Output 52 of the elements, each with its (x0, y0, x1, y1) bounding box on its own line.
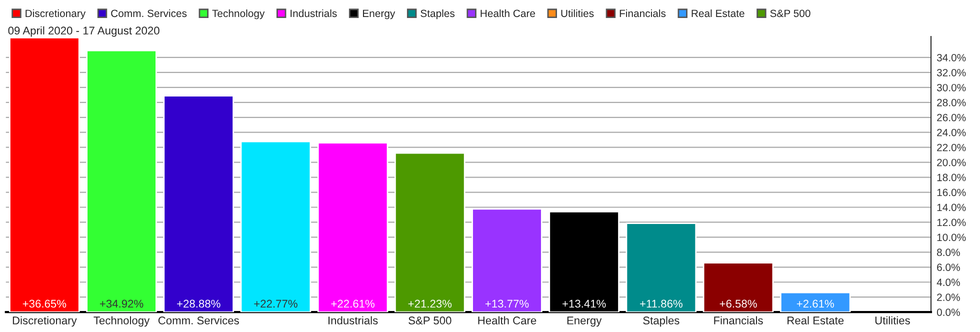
y-tick-label: 0.0% (936, 308, 960, 316)
x-tick-label: Technology (94, 316, 150, 327)
y-tick-label: 26.0% (937, 114, 966, 122)
x-tick-label: Financials (714, 316, 763, 324)
legend-label: Utilities (561, 9, 594, 18)
y-tick-label: 28.0% (937, 98, 966, 106)
x-tick-label: Discretionary (12, 316, 77, 327)
legend-label: Comm. Services (111, 9, 187, 18)
text: +36.65% (22, 300, 66, 308)
y-tick-label: 4.0% (936, 278, 960, 286)
y-tick-label: 10.0% (937, 234, 966, 242)
legend-label: Financials (620, 9, 666, 18)
x-tick-label: Utilities (875, 316, 910, 324)
legend-label: Health Care (480, 9, 536, 18)
x-tick-label: Energy (567, 316, 602, 327)
y-tick-label: 12.0% (937, 218, 966, 226)
x-tick-label: Industrials (328, 316, 378, 324)
legend-label: Staples (420, 9, 455, 20)
chart-title: 09 April 2020 - 17 August 2020 (8, 26, 160, 37)
text: +28.88% (177, 300, 220, 308)
x-tick-label: Comm. Services (158, 316, 239, 324)
legend-label: Energy (363, 10, 396, 20)
y-tick-label: 24.0% (937, 128, 966, 136)
y-tick-label: 16.0% (937, 188, 966, 196)
text: +21.23% (408, 300, 452, 308)
text: +22.61% (331, 300, 374, 308)
text: +34.92% (100, 300, 144, 308)
x-tick-label: Staples (643, 316, 680, 327)
legend-label: Technology (212, 9, 265, 20)
x-tick-label: Health Care (478, 316, 536, 324)
y-tick-label: 18.0% (937, 174, 966, 182)
x-tick-label: Real Estate (788, 316, 844, 324)
y-tick-label: 8.0% (937, 248, 960, 256)
y-tick-label: 6.0% (937, 264, 960, 272)
y-tick-label: 20.0% (937, 158, 966, 166)
text: +6.58% (720, 300, 757, 308)
text: +13.41% (562, 300, 606, 308)
text: +2.61% (796, 300, 834, 308)
text: +11.86% (640, 300, 682, 308)
y-tick-label: 34.0% (936, 54, 966, 62)
x-tick-label: S&P 500 (408, 316, 452, 324)
legend-label: S&P 500 (770, 10, 810, 18)
y-tick-label: 2.0% (937, 294, 960, 301)
y-tick-label: 30.0% (936, 84, 966, 92)
y-tick-label: 14.0% (937, 204, 966, 212)
legend-label: Discretionary (26, 9, 86, 20)
legend-label: Industrials (290, 9, 337, 18)
y-tick-label: 22.0% (937, 144, 966, 152)
legend-label: Real Estate (692, 9, 744, 18)
y-tick-label: 32.0% (936, 68, 966, 76)
text: +13.77% (485, 300, 529, 308)
text: +22.77% (254, 300, 298, 308)
